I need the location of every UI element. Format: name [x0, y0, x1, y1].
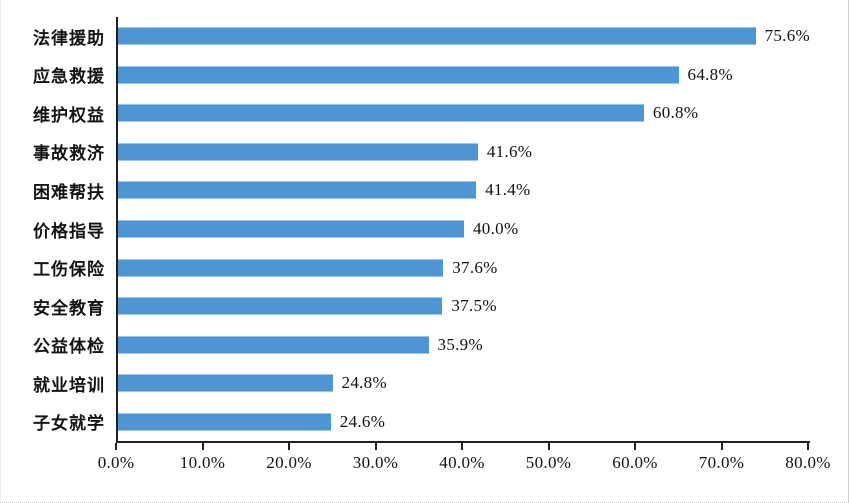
x-axis-tick-label: 40.0%	[439, 453, 485, 472]
bar	[118, 65, 679, 84]
bar	[118, 297, 443, 316]
category-label: 就业培训	[33, 375, 105, 396]
bar-row: 64.8%	[118, 56, 810, 95]
category-label: 子女就学	[33, 414, 105, 435]
value-label: 75.6%	[764, 26, 810, 46]
value-label: 41.4%	[485, 180, 531, 200]
category-label: 工伤保险	[33, 260, 105, 281]
category-label: 公益体检	[33, 337, 105, 358]
bar	[118, 27, 756, 46]
x-axis-tick	[201, 443, 204, 450]
bar-row: 40.0%	[118, 210, 810, 249]
category-label: 价格指导	[33, 221, 105, 242]
bar-row: 75.6%	[118, 17, 810, 56]
x-axis-tick-label: 60.0%	[612, 453, 658, 472]
value-label: 37.5%	[451, 296, 497, 316]
x-axis-tick	[547, 443, 550, 450]
x-axis-tick-label: 0.0%	[97, 453, 135, 472]
value-label: 64.8%	[687, 64, 733, 84]
bar-rows: 75.6% 64.8% 60.8% 41.6% 41.4% 40.0% 37.6% 37.5%…	[118, 17, 810, 441]
y-axis-category-labels: 法律援助应急救援维护权益事故救济困难帮扶价格指导工伤保险安全教育公益体检就业培训…	[1, 17, 105, 441]
x-axis-tick	[115, 443, 117, 450]
value-label: 60.8%	[652, 103, 699, 123]
bar	[118, 412, 331, 431]
value-label: 37.6%	[452, 257, 498, 277]
x-axis-tick-label: 30.0%	[352, 453, 399, 472]
bar	[118, 142, 478, 161]
bar-row: 37.6%	[118, 248, 810, 287]
bar	[118, 258, 444, 277]
bar	[118, 374, 333, 393]
value-label: 24.6%	[339, 411, 386, 431]
value-label: 40.0%	[473, 219, 519, 238]
category-label: 困难帮扶	[33, 182, 105, 203]
x-axis-tick-label: 50.0%	[525, 453, 572, 472]
bar	[118, 104, 644, 123]
bar-row: 60.8%	[118, 94, 810, 133]
value-label: 35.9%	[437, 334, 483, 354]
bar-row: 24.8%	[118, 364, 810, 403]
bar-row: 41.6%	[118, 133, 810, 172]
category-label: 事故救济	[33, 144, 105, 165]
bar-row: 24.6%	[118, 402, 810, 441]
category-label: 维护权益	[33, 105, 105, 126]
x-axis-tick-label: 20.0%	[266, 453, 312, 472]
bar-row: 41.4%	[118, 171, 810, 210]
x-axis-tick	[634, 443, 636, 450]
x-axis-tick-label: 70.0%	[698, 453, 745, 472]
plot-area: 75.6% 64.8% 60.8% 41.6% 41.4% 40.0% 37.6% 37.5%…	[116, 17, 810, 443]
bar	[118, 220, 464, 238]
bar	[118, 181, 477, 200]
bar-row: 37.5%	[118, 287, 810, 326]
x-axis-tick	[374, 443, 377, 450]
bar	[118, 335, 429, 354]
x-axis-tick	[288, 443, 290, 450]
category-label: 应急救援	[33, 67, 105, 88]
x-axis-tick	[720, 443, 723, 450]
category-label: 安全教育	[33, 298, 105, 319]
x-axis-tick-label: 80.0%	[785, 453, 831, 472]
x-axis-tick-label: 10.0%	[179, 453, 226, 472]
value-label: 24.8%	[341, 373, 387, 393]
bar-row: 35.9%	[118, 325, 810, 364]
value-label: 41.6%	[486, 141, 533, 161]
x-axis-tick	[807, 443, 809, 450]
category-label: 法律援助	[33, 28, 105, 49]
x-axis-tick	[461, 443, 463, 450]
